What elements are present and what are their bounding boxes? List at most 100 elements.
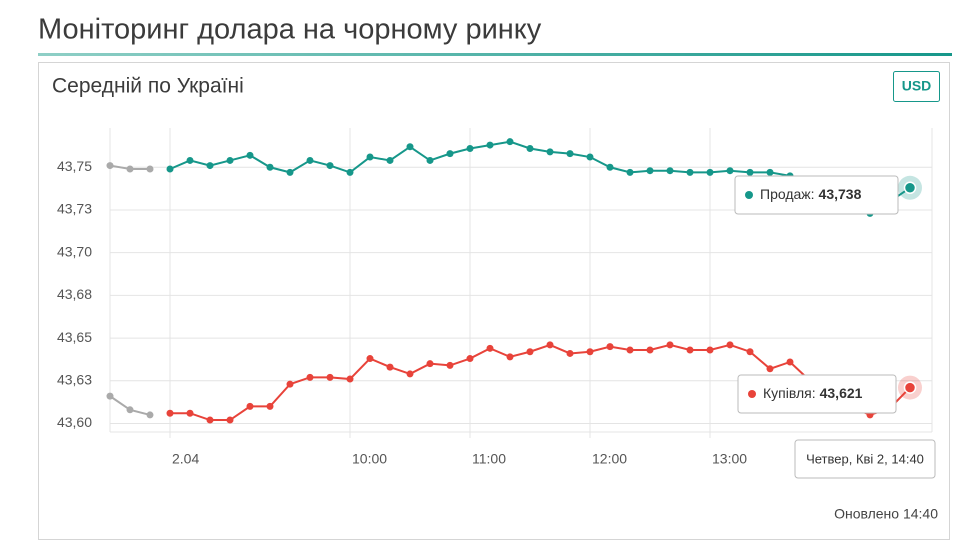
data-point [646,346,654,354]
data-point [406,143,414,151]
data-point [686,168,694,176]
data-point [706,346,714,354]
data-point [486,344,494,352]
updated-note: Оновлено 14:40 [834,506,938,522]
data-point [466,355,474,363]
data-point [266,402,274,410]
data-point [286,380,294,388]
data-point [706,168,714,176]
data-point [606,163,614,171]
data-point [626,346,634,354]
data-point [546,148,554,156]
tooltip-dot [748,390,756,398]
hover-point [903,381,917,394]
data-point [126,406,134,414]
data-point [326,162,334,170]
data-point [286,168,294,176]
data-point [446,361,454,369]
y-tick-label: 43,75 [57,158,92,174]
data-point [726,341,734,349]
panel [38,62,950,540]
data-point [466,144,474,152]
data-point [186,409,194,417]
page-title: Моніторинг долара на чорному ринку [38,14,542,46]
data-point [666,341,674,349]
data-point [346,168,354,176]
data-point [646,167,654,175]
hover-point [903,181,917,195]
x-tick-label: 10:00 [352,451,387,467]
data-point [406,370,414,378]
data-point [526,348,534,356]
data-point [106,392,114,400]
data-point [666,167,674,175]
data-point [226,416,234,424]
data-point [166,165,174,173]
data-point [586,153,594,161]
y-tick-label: 43,73 [57,201,92,217]
data-point [426,156,434,164]
data-point [146,411,154,419]
currency-button-label[interactable]: USD [902,78,932,94]
data-point [446,150,454,158]
y-tick-label: 43,60 [57,414,92,430]
data-point [246,151,254,159]
data-point [566,150,574,158]
data-point [486,141,494,149]
y-tick-label: 43,65 [57,329,92,345]
data-point [626,168,634,176]
data-point [226,156,234,164]
data-point [766,168,774,176]
data-point [746,168,754,176]
data-point [546,341,554,349]
x-tick-label: 2.04 [172,451,199,467]
tooltip-value: 43,621 [820,385,863,401]
data-point [346,375,354,383]
tooltip-dot [745,191,753,199]
data-point [186,156,194,164]
y-tick-label: 43,63 [57,371,92,387]
y-tick-label: 43,70 [57,243,92,259]
panel-subtitle: Середній по Україні [52,75,244,98]
data-point [766,365,774,373]
tooltip-value: 43,738 [819,186,862,202]
series-line [170,343,911,422]
x-tick-label: 13:00 [712,451,747,467]
data-point [126,165,134,173]
x-tick-label: 11:00 [472,451,506,467]
data-point [246,402,254,410]
data-point [506,138,514,146]
plot: 43,60 43,63 43,65 43,68 43,70 43,73 43,75 2.04 1… [57,128,936,479]
data-point [746,348,754,356]
currency-button[interactable] [893,71,940,102]
data-point [106,162,114,170]
tooltip-label: Продаж: 43,738 [760,186,862,202]
data-point [726,167,734,175]
data-point [166,409,174,417]
tooltip-series: Купівля: [763,385,816,401]
data-point [606,343,614,351]
tooltip-series: Продаж: [760,186,815,202]
data-point [306,156,314,164]
tooltip-box [734,175,899,215]
data-point [326,373,334,381]
y-tick-label: 43,68 [57,286,92,302]
data-point [586,348,594,356]
data-point [206,416,214,424]
data-point [206,162,214,170]
data-point [366,153,374,161]
tooltip-box [737,374,897,414]
data-point [146,165,154,173]
data-point [266,163,274,171]
x-tick-label: 12:00 [592,451,627,467]
data-point [386,363,394,371]
title-underline [38,53,952,56]
data-point [306,373,314,381]
data-point [686,346,694,354]
tooltip-label: Купівля: 43,621 [763,385,863,401]
data-point [426,360,434,368]
data-point [786,358,794,366]
x-tooltip-label: Четвер, Кві 2, 14:40 [806,451,924,466]
data-point [566,349,574,357]
